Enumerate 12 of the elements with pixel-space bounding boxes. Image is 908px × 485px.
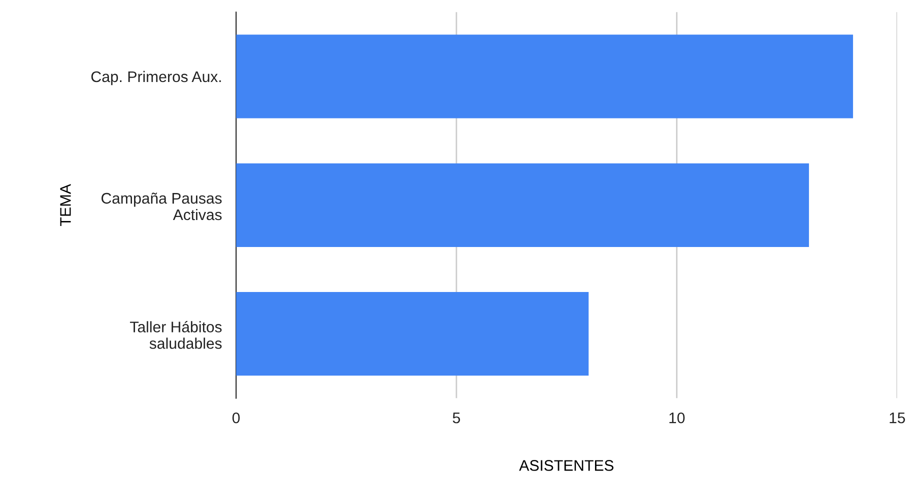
x-tick-label: 5: [452, 412, 460, 424]
bar: [236, 163, 809, 247]
x-tick-label: 0: [232, 412, 240, 424]
y-tick-label: Taller Hábitos saludables: [130, 321, 222, 349]
x-tick-label: 15: [890, 412, 905, 424]
y-tick-label: Cap. Primeros Aux.: [91, 70, 221, 86]
bar: [236, 34, 854, 118]
x-tick-label: 10: [669, 412, 685, 424]
y-axis-title: TEMA: [60, 184, 71, 226]
y-tick-label: Campaña Pausas Activas: [102, 192, 222, 220]
x-axis-title: ASISTENTES: [519, 460, 614, 471]
bar: [236, 292, 589, 376]
